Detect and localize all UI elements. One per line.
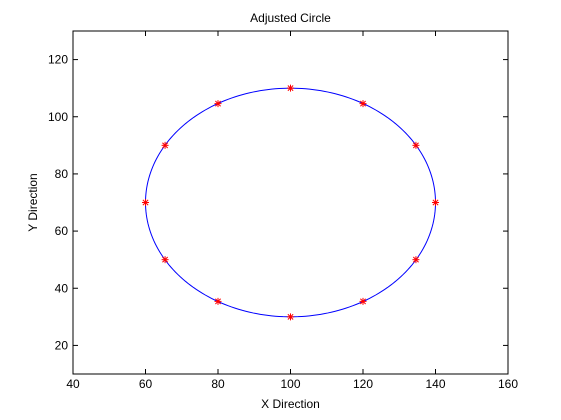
y-tick-label: 80 (55, 167, 69, 181)
x-tick-label: 140 (425, 377, 445, 391)
y-tick-label: 20 (55, 338, 69, 352)
data-point (359, 100, 367, 108)
chart-title: Adjusted Circle (250, 11, 331, 25)
x-tick-label: 40 (66, 377, 80, 391)
data-point (287, 84, 294, 92)
y-tick-label: 40 (55, 281, 69, 295)
plot-area (72, 30, 509, 375)
data-point (432, 199, 439, 206)
data-point (359, 297, 367, 305)
x-tick-label: 80 (211, 377, 225, 391)
x-tick-label: 120 (353, 377, 373, 391)
axis-tick-labels: 40 60 80 100 120 140 160 20 40 60 80 100 120 (48, 53, 518, 391)
y-tick-label: 100 (48, 110, 68, 124)
x-tick-label: 100 (280, 377, 300, 391)
y-tick-label: 60 (55, 224, 69, 238)
data-point (412, 141, 420, 149)
data-point (161, 256, 169, 264)
data-point (287, 313, 294, 321)
data-point (142, 199, 149, 206)
data-point (214, 297, 222, 305)
y-tick-label: 120 (48, 53, 68, 67)
x-axis-label: X Direction (261, 397, 320, 411)
y-axis-label: Y Direction (26, 173, 40, 231)
data-point (214, 100, 222, 108)
data-point (161, 141, 169, 149)
axis-ticks (72, 31, 509, 374)
x-tick-label: 60 (139, 377, 153, 391)
data-markers (142, 84, 439, 321)
data-point (412, 256, 420, 264)
x-tick-label: 160 (498, 377, 518, 391)
